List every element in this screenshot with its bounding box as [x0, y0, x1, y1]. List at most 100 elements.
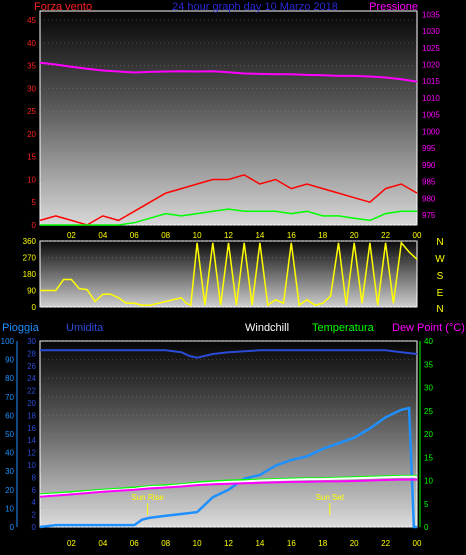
umidita-tick-label: 12: [27, 449, 36, 458]
temperatura-label: Temperatura: [312, 322, 375, 334]
pressure-tick-label: 995: [422, 144, 436, 153]
temperatura-tick-label: 0: [424, 523, 429, 532]
chart-title: 24 hour graph day 10 Marzo 2018: [172, 1, 338, 13]
wind-tick-label: 40: [27, 39, 36, 48]
x-tick-label: 18: [318, 231, 327, 240]
x-tick-label: 22: [381, 231, 390, 240]
series-line-windchill: [39, 475, 417, 497]
series-line-direzione: [40, 241, 418, 307]
pressure-tick-label: 1015: [422, 77, 440, 86]
pressure-tick-label: 1035: [422, 10, 440, 19]
panel3-series: [39, 349, 418, 529]
pioggia-label: Pioggia: [2, 322, 40, 334]
series-line-umidita: [40, 349, 418, 359]
umidita-tick-label: 14: [27, 436, 36, 445]
temperatura-axis-ticks: 0 5 10 15 20 25 30 35 40: [424, 337, 433, 532]
pressure-tick-label: 975: [422, 211, 436, 220]
wind-tick-label: 25: [27, 107, 36, 116]
pioggia-tick-label: 60: [5, 411, 14, 420]
pressure-tick-label: 1025: [422, 44, 440, 53]
compass-label: N: [436, 304, 443, 315]
pressure-tick-label: 1020: [422, 61, 440, 70]
sun-annotation: Sun Set: [316, 493, 345, 502]
panel3-x-ticks: 02 04 06 08 10 12 14 16 18 20 22 00: [67, 539, 422, 548]
x-tick-label: 00: [413, 231, 422, 240]
panel2-plot-area: [39, 240, 418, 308]
pioggia-axis-ticks: 0 10 20 30 40 50 60 70 80 90 100: [1, 337, 15, 532]
pioggia-tick-label: 30: [5, 467, 14, 476]
wind-tick-label: 10: [27, 175, 36, 184]
umidita-tick-label: 0: [32, 523, 37, 532]
direction-tick-label: 180: [23, 270, 37, 279]
x-tick-label: 16: [287, 231, 296, 240]
x-tick-label: 20: [350, 231, 359, 240]
compass-label: E: [437, 288, 444, 299]
pressure-tick-label: 985: [422, 178, 436, 187]
pressure-tick-label: 990: [422, 161, 436, 170]
umidita-tick-label: 16: [27, 424, 36, 433]
wind-tick-label: 15: [27, 153, 36, 162]
panel2-series: [40, 241, 418, 307]
series-line-velocita: [40, 208, 417, 226]
panel1-x-ticks: 02 04 06 08 10 12 14 16 18 20 22 00: [67, 231, 422, 240]
umidita-tick-label: 18: [27, 411, 36, 420]
series-line-dew-point: [39, 478, 417, 498]
umidita-tick-label: 2: [32, 511, 37, 520]
umidita-tick-label: 6: [32, 486, 37, 495]
pressure-axis-label: Pressione: [369, 1, 418, 13]
umidita-tick-label: 8: [32, 473, 37, 482]
temperatura-tick-label: 20: [424, 430, 433, 439]
x-tick-label: 00: [413, 539, 422, 548]
panel2-grid: [40, 240, 417, 308]
direction-tick-label: 90: [27, 287, 36, 296]
wind-tick-label: 0: [32, 221, 37, 230]
x-tick-label: 12: [224, 539, 233, 548]
pioggia-tick-label: 70: [5, 393, 14, 402]
x-tick-label: 08: [161, 539, 170, 548]
wind-tick-label: 20: [27, 130, 36, 139]
pioggia-tick-label: 100: [1, 337, 15, 346]
umidita-tick-label: 20: [27, 399, 36, 408]
panel3-plot-area: [39, 340, 418, 528]
pressure-tick-label: 980: [422, 194, 436, 203]
panel1-plot-area: [39, 10, 418, 226]
x-tick-label: 04: [98, 231, 107, 240]
x-tick-label: 14: [255, 231, 264, 240]
compass-label: W: [435, 254, 445, 265]
umidita-tick-label: 10: [27, 461, 36, 470]
windchill-label: Windchill: [245, 322, 289, 334]
x-tick-label: 02: [67, 539, 76, 548]
temperatura-tick-label: 35: [424, 360, 433, 369]
wind-tick-label: 30: [27, 84, 36, 93]
x-tick-label: 02: [67, 231, 76, 240]
pressure-tick-label: 1010: [422, 94, 440, 103]
x-tick-label: 06: [130, 539, 139, 548]
temperatura-tick-label: 10: [424, 477, 433, 486]
wind-tick-label: 45: [27, 16, 36, 25]
sun-annotation: Sun Rise: [131, 493, 164, 502]
x-tick-label: 12: [224, 231, 233, 240]
temperatura-tick-label: 5: [424, 500, 429, 509]
direction-tick-label: 360: [23, 237, 37, 246]
temperatura-tick-label: 30: [424, 384, 433, 393]
temperature-rain-panel: Pioggia Umidita Windchill Temperatura De…: [1, 322, 465, 548]
panel2-left-ticks: 0 90 180 270 360: [23, 237, 37, 312]
wind-tick-label: 35: [27, 62, 36, 71]
direction-tick-label: 0: [32, 303, 37, 312]
compass-label: N: [436, 237, 443, 248]
pressure-tick-label: 1005: [422, 111, 440, 120]
umidita-tick-label: 26: [27, 362, 36, 371]
temperatura-tick-label: 40: [424, 337, 433, 346]
umidita-tick-label: 24: [27, 374, 36, 383]
pioggia-tick-label: 80: [5, 374, 14, 383]
umidita-tick-label: 4: [32, 498, 37, 507]
x-tick-label: 08: [161, 231, 170, 240]
dewpoint-label: Dew Point (°C): [392, 322, 465, 334]
panel1-right-ticks: 975 980 985 990 995 1000 1005 1010 1015 1020 1025 1…: [422, 10, 440, 220]
pioggia-tick-label: 10: [5, 504, 14, 513]
